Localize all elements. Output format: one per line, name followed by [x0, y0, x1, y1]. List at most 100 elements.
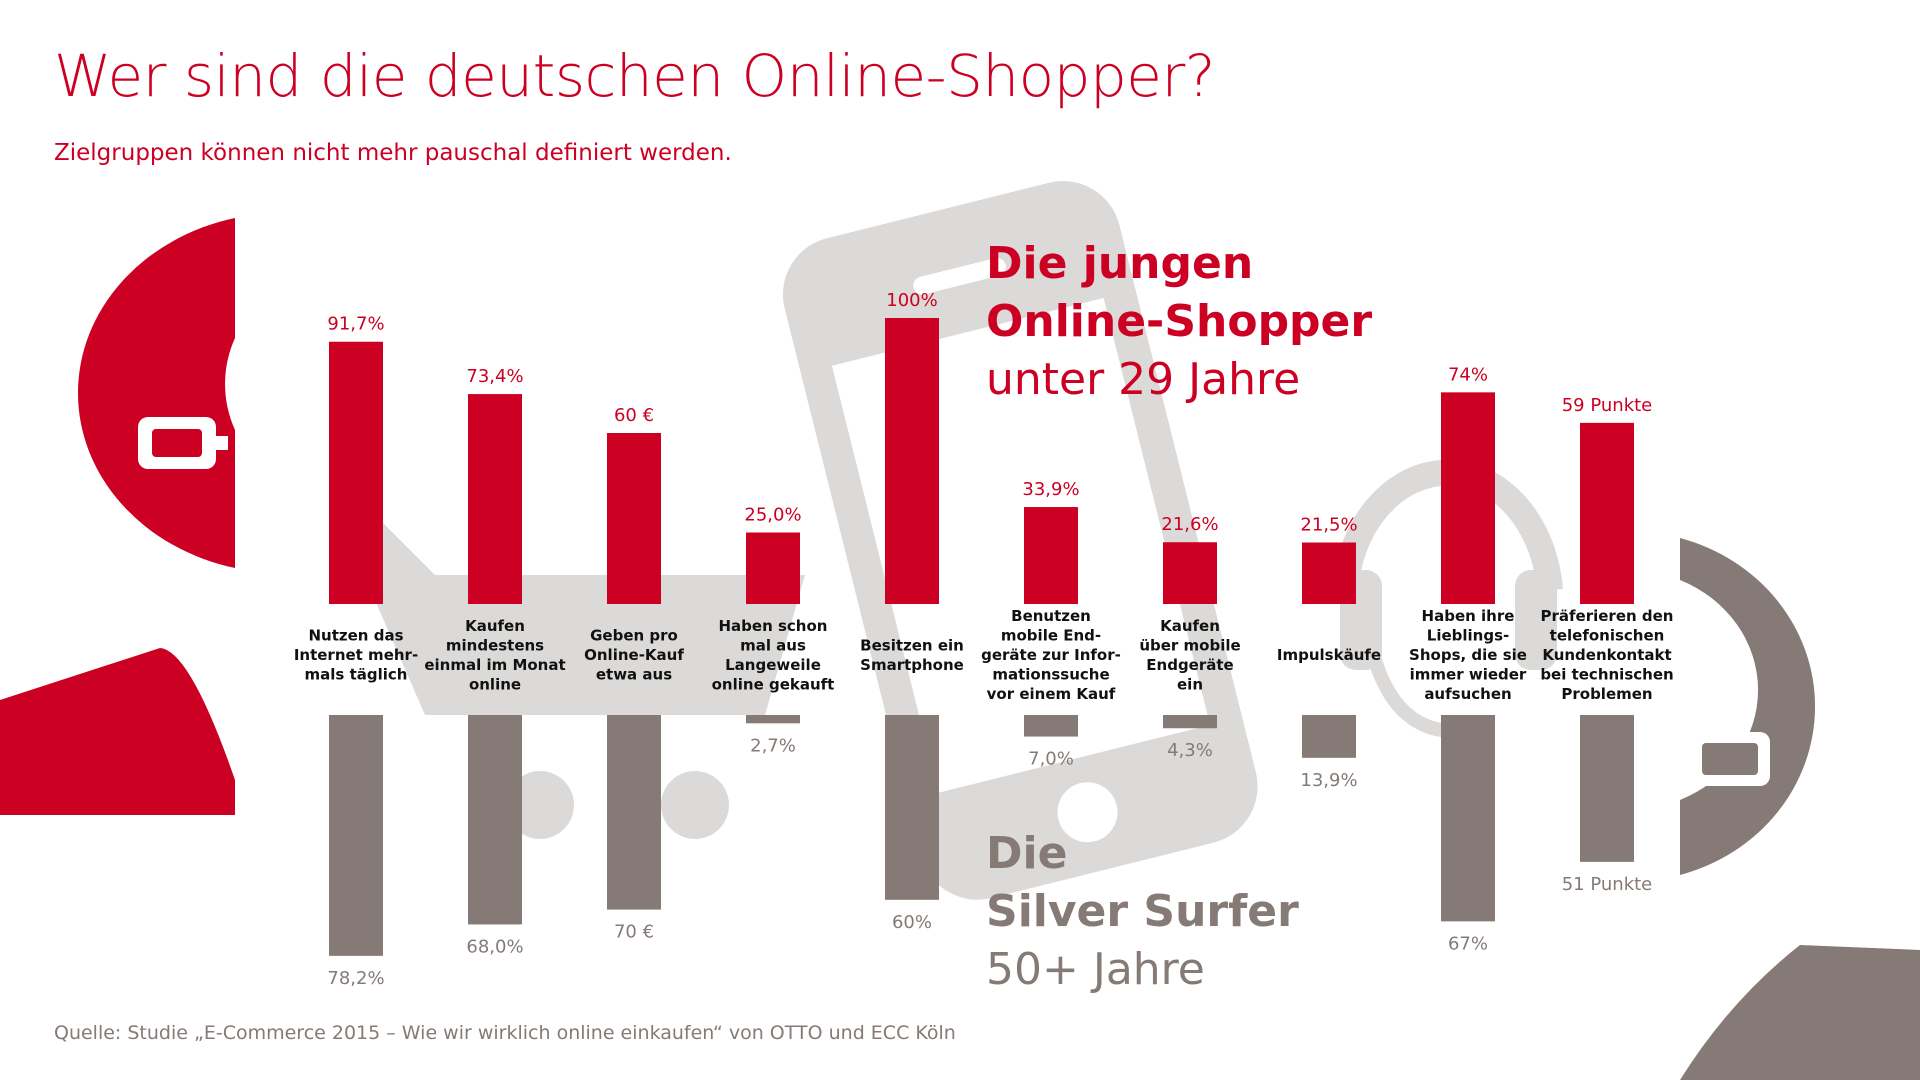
- value-label-silver: 51 Punkte: [1562, 874, 1653, 895]
- category-label-line: online gekauft: [712, 675, 835, 693]
- value-label-silver: 78,2%: [327, 968, 384, 989]
- value-label-young: 73,4%: [466, 366, 523, 387]
- category-label-line: Haben ihre: [1422, 607, 1515, 625]
- bar-silver: [468, 715, 522, 925]
- bar-silver: [1302, 715, 1356, 758]
- category-label-line: geräte zur Infor-: [981, 646, 1121, 664]
- category-label-line: Online-Kauf: [584, 646, 684, 664]
- value-label-silver: 2,7%: [750, 735, 796, 756]
- legend-silver-group: Die Silver Surfer 50+ Jahre: [986, 825, 1299, 999]
- legend-silver-line1: Die: [986, 828, 1068, 879]
- category-label: Besitzen ein Smartphone: [860, 636, 964, 674]
- category-label-line: Endgeräte: [1146, 656, 1233, 674]
- value-label-young: 59 Punkte: [1562, 395, 1653, 416]
- category-label-line: mals täglich: [305, 666, 408, 684]
- category-label-line: Lieblings-: [1427, 627, 1509, 645]
- bar-young: [329, 341, 383, 604]
- value-label-silver: 68,0%: [466, 936, 523, 957]
- value-label-young: 25,0%: [744, 505, 801, 526]
- category-label-line: online: [469, 675, 521, 693]
- category-label-line: Problemen: [1561, 685, 1652, 703]
- category-label-line: Internet mehr-: [294, 646, 418, 664]
- bar-young: [885, 318, 939, 604]
- shopping-cart-icon: [340, 520, 805, 839]
- category-label-line: ein: [1177, 675, 1203, 693]
- value-label-silver: 13,9%: [1300, 770, 1357, 791]
- bar-young: [1024, 507, 1078, 604]
- bar-young: [1302, 542, 1356, 604]
- bar-young: [1163, 542, 1217, 604]
- category-label: Impulskäufe: [1277, 646, 1381, 664]
- source-note: Quelle: Studie „E-Commerce 2015 – Wie wi…: [54, 1022, 956, 1044]
- category-label-line: Kaufen: [1160, 617, 1220, 635]
- value-label-silver: 70 €: [614, 922, 654, 943]
- legend-silver-line2: Silver Surfer: [986, 886, 1299, 937]
- page-title: Wer sind die deutschen Online-Shopper?: [54, 42, 1216, 110]
- value-label-silver: 4,3%: [1167, 740, 1213, 761]
- value-label-young: 60 €: [614, 405, 654, 426]
- category-label-line: Besitzen ein: [860, 636, 964, 654]
- category-label-line: Kaufen: [465, 617, 525, 635]
- category-label: Haben schon mal aus Langeweile online gekau…: [712, 617, 835, 694]
- category-label-line: Haben schon: [719, 617, 828, 635]
- category-label-line: bei technischen: [1540, 666, 1673, 684]
- category-label-line: immer wieder: [1410, 666, 1527, 684]
- value-label-young: 100%: [886, 290, 937, 311]
- bar-young: [1580, 422, 1634, 604]
- page-subtitle: Zielgruppen können nicht mehr pauschal d…: [54, 140, 732, 166]
- legend-young-line2: Online-Shopper: [986, 296, 1373, 347]
- category-label-line: Shops, die sie: [1409, 646, 1527, 664]
- bar-young: [746, 532, 800, 604]
- value-label-silver: 60%: [892, 912, 932, 933]
- category-label-line: über mobile: [1139, 636, 1240, 654]
- category-label: Nutzen das Internet mehr-mals täglich: [294, 627, 418, 684]
- category-label-line: aufsuchen: [1424, 685, 1511, 703]
- bar-silver: [1024, 715, 1078, 737]
- value-label-young: 33,9%: [1022, 479, 1079, 500]
- legend-young-line1: Die jungen: [986, 238, 1254, 289]
- legend-silver-line3: 50+ Jahre: [986, 944, 1205, 995]
- category-label: Kaufen über mobile Endgeräte ein: [1139, 617, 1240, 694]
- category-label-line: telefonischen: [1550, 627, 1665, 645]
- legend-young-group: Die jungen Online-Shopper unter 29 Jahre: [986, 235, 1372, 409]
- category-label: Präferieren den telefonischen Kundenkontak…: [1540, 607, 1673, 703]
- category-label: Haben ihre Lieblings-Shops, die sie immer …: [1409, 607, 1527, 703]
- person-icon: [1676, 538, 1920, 1080]
- bar-silver: [1163, 715, 1217, 729]
- value-label-young: 91,7%: [327, 314, 384, 335]
- category-label: Kaufen mindestens einmal im Monat online: [424, 617, 565, 694]
- bar-silver: [746, 715, 800, 724]
- category-label-line: mationssuche: [992, 666, 1109, 684]
- category-label-line: Kundenkontakt: [1542, 646, 1671, 664]
- category-label-line: mindestens: [446, 636, 544, 654]
- bar-young: [468, 394, 522, 604]
- category-label-line: vor einem Kauf: [987, 685, 1116, 703]
- bar-young: [1441, 392, 1495, 604]
- category-label-line: Smartphone: [860, 656, 964, 674]
- person-icon: [0, 218, 236, 815]
- category-label: Benutzen mobile End-geräte zur Infor-mati…: [981, 607, 1121, 703]
- category-label-line: mal aus: [740, 636, 806, 654]
- category-label-line: einmal im Monat: [424, 656, 565, 674]
- legend-young-line3: unter 29 Jahre: [986, 354, 1301, 405]
- bar-silver: [329, 715, 383, 956]
- category-label-line: Impulskäufe: [1277, 646, 1381, 664]
- value-label-young: 74%: [1448, 364, 1488, 385]
- category-label-line: Nutzen das: [309, 627, 404, 645]
- bar-silver: [885, 715, 939, 900]
- bar-silver: [1441, 715, 1495, 922]
- value-label-silver: 7,0%: [1028, 749, 1074, 770]
- value-label-young: 21,6%: [1161, 514, 1218, 535]
- category-label-line: mobile End-: [1001, 627, 1101, 645]
- value-label-young: 21,5%: [1300, 515, 1357, 536]
- category-label-line: etwa aus: [596, 666, 672, 684]
- category-label-line: Benutzen: [1011, 607, 1091, 625]
- value-label-silver: 67%: [1448, 933, 1488, 954]
- bar-young: [607, 433, 661, 604]
- category-label: Geben pro Online-Kauf etwa aus: [584, 627, 684, 684]
- category-label-line: Langeweile: [725, 656, 821, 674]
- bar-silver: [1580, 715, 1634, 862]
- category-label-line: Geben pro: [590, 627, 678, 645]
- bar-silver: [607, 715, 661, 910]
